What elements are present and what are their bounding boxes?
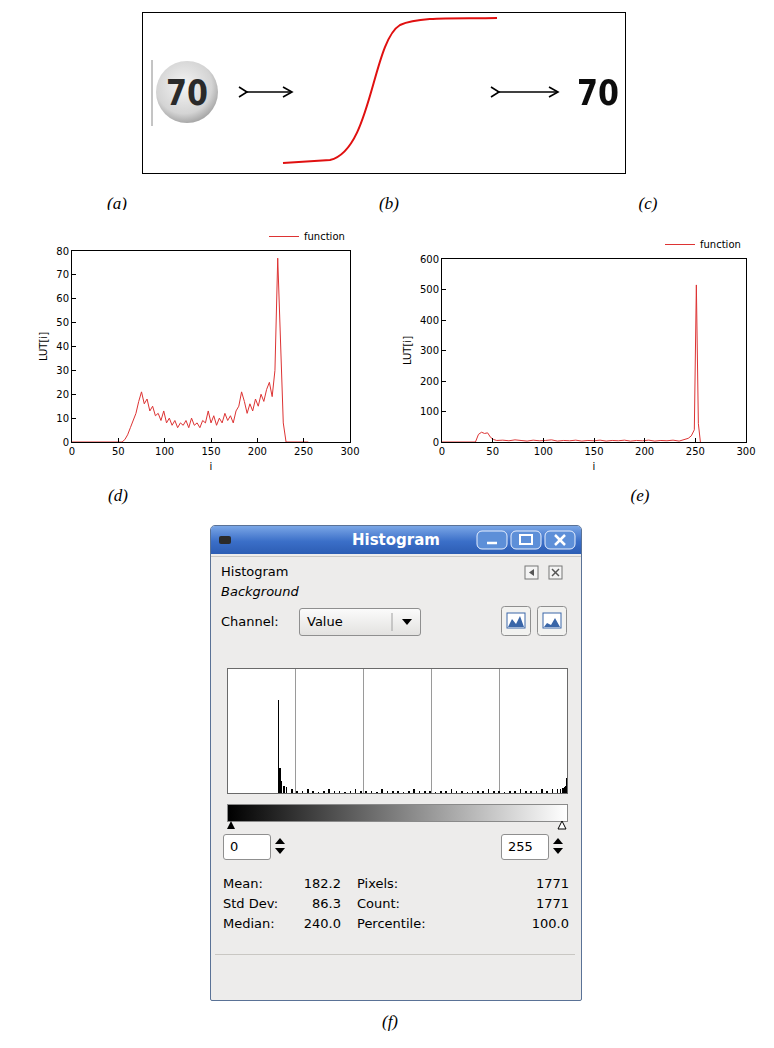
html-text:Value: Value (307, 614, 343, 629)
svg-text:100: 100 (155, 446, 174, 457)
html-text:Pixels:: Pixels: (357, 876, 399, 891)
html-text:0: 0 (230, 839, 239, 854)
svg-text:500: 500 (420, 284, 439, 295)
svg-text:0: 0 (69, 446, 75, 457)
html-text:1771: 1771 (535, 876, 569, 891)
html-text:86.3: 86.3 (312, 896, 341, 911)
svg-text:60: 60 (56, 293, 69, 304)
svg-text:300: 300 (340, 446, 359, 457)
html-text:1771: 1771 (535, 896, 569, 911)
svg-text:LUT[i]: LUT[i] (38, 332, 49, 361)
html-text:Std Dev:: Std Dev: (223, 896, 279, 911)
svg-text:250: 250 (294, 446, 313, 457)
svg-text:LUT[i]: LUT[i] (402, 336, 413, 365)
svg-text:250: 250 (686, 446, 705, 457)
html-text:(c): (c) (638, 194, 658, 213)
svg-text:400: 400 (420, 315, 439, 326)
html-text:Mean:: Mean: (223, 876, 263, 891)
html-text:Histogram: Histogram (221, 564, 289, 579)
svg-text:50: 50 (486, 446, 499, 457)
html-text:Background: Background (221, 584, 299, 599)
svg-text:600: 600 (420, 254, 439, 265)
html-text:Channel:: Channel: (221, 614, 279, 629)
svg-text:80: 80 (56, 246, 69, 257)
html-text:255: 255 (508, 839, 533, 854)
svg-text:i: i (210, 461, 213, 472)
svg-text:50: 50 (56, 317, 69, 328)
svg-text:70: 70 (577, 72, 619, 113)
svg-text:function: function (304, 231, 345, 242)
svg-text:0: 0 (439, 446, 445, 457)
html-text:(e): (e) (630, 486, 650, 505)
svg-text:70: 70 (166, 72, 208, 113)
svg-text:0: 0 (63, 437, 69, 448)
svg-text:10: 10 (56, 413, 69, 424)
html-text:Percentile:: Percentile: (357, 916, 426, 931)
svg-text:40: 40 (56, 341, 69, 352)
svg-text:70: 70 (56, 269, 69, 280)
svg-text:function: function (700, 239, 741, 250)
html-text:240.0: 240.0 (303, 916, 341, 931)
svg-text:150: 150 (201, 446, 220, 457)
svg-text:150: 150 (584, 446, 603, 457)
svg-text:200: 200 (635, 446, 654, 457)
html-text:182.2: 182.2 (303, 876, 341, 891)
svg-text:30: 30 (56, 365, 69, 376)
html-text:Median:: Median: (223, 916, 275, 931)
html-text:(f): (f) (382, 1012, 398, 1031)
html-text:Count:: Count: (357, 896, 400, 911)
html-text:100.0: 100.0 (531, 916, 569, 931)
svg-text:200: 200 (420, 376, 439, 387)
svg-text:300: 300 (736, 446, 755, 457)
svg-text:100: 100 (420, 406, 439, 417)
svg-text:50: 50 (112, 446, 125, 457)
svg-text:200: 200 (248, 446, 267, 457)
svg-text:100: 100 (534, 446, 553, 457)
html-text:(d): (d) (108, 486, 128, 505)
html-text:(a): (a) (107, 194, 127, 213)
html-text:Histogram: Histogram (352, 531, 440, 549)
svg-text:300: 300 (420, 345, 439, 356)
html-text:(b): (b) (379, 194, 399, 213)
svg-text:20: 20 (56, 389, 69, 400)
svg-text:0: 0 (433, 437, 439, 448)
svg-text:i: i (593, 461, 596, 472)
